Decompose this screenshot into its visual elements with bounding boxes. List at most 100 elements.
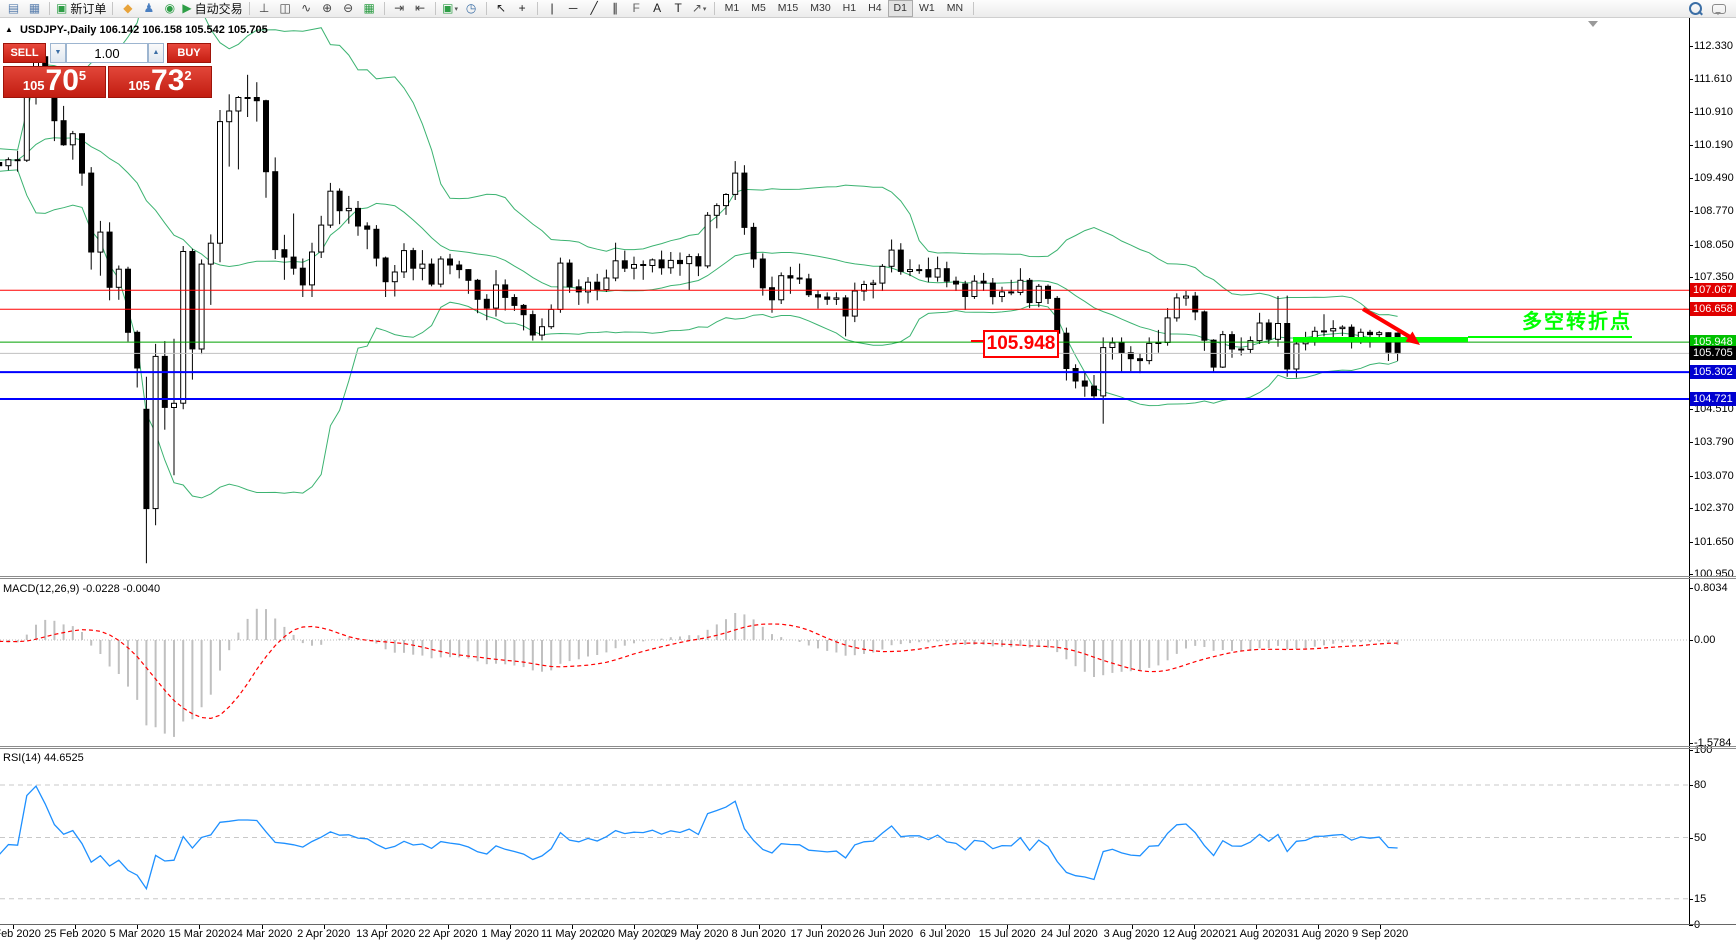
text-icon[interactable]: A xyxy=(647,0,668,17)
candle-bearish xyxy=(382,257,389,283)
macd-window-separator[interactable] xyxy=(0,576,1736,577)
chart-shift-icon[interactable]: ⇤ xyxy=(410,0,431,17)
candle-bearish xyxy=(815,294,821,298)
macd-axis-tickmark xyxy=(1689,742,1693,744)
candle-bearish xyxy=(575,286,582,293)
support-zone-segment[interactable] xyxy=(1293,337,1468,342)
y-axis-tick: 108.050 xyxy=(1694,238,1734,251)
zoom-in-icon: ⊕ xyxy=(322,1,333,15)
candle-bullish xyxy=(1247,340,1254,350)
candlestick-chart-icon[interactable]: ◫ xyxy=(275,0,296,17)
y-axis-tickmark xyxy=(1689,46,1693,47)
horizontal-line-icon: ─ xyxy=(568,1,578,15)
timeframe-mn[interactable]: MN xyxy=(946,2,964,14)
expert-advisor-icon[interactable]: ♟ xyxy=(138,0,159,17)
clock-icon[interactable]: ◷ xyxy=(461,0,482,17)
date-label: 13 Apr 2020 xyxy=(356,928,416,940)
candle-bearish xyxy=(1045,285,1051,299)
candle-bearish xyxy=(299,267,306,286)
time-axis-tickmark xyxy=(882,925,884,929)
arrows-icon[interactable]: ↗ ▾ xyxy=(689,0,710,17)
rsi-axis-tick: 0 xyxy=(1694,919,1701,931)
dropdown-arrow-icon: ▾ xyxy=(702,5,707,13)
auto-trading-icon[interactable]: ▶ 自动交易 xyxy=(180,0,244,17)
buy-price-button[interactable]: 105 73 2 xyxy=(108,66,212,98)
rsi-window-separator[interactable] xyxy=(0,746,1736,747)
y-axis-tickmark xyxy=(1689,111,1693,113)
chat-icon[interactable] xyxy=(1712,3,1726,15)
time-axis-tickmark xyxy=(385,925,387,929)
tile-windows-icon[interactable]: ▦ xyxy=(359,0,380,17)
time-axis-tickmark xyxy=(323,925,325,929)
chart-title: ▲ USDJPY-,Daily 106.142 106.158 105.542 … xyxy=(5,24,268,36)
candle-bearish xyxy=(355,207,361,227)
line-chart-icon: ∿ xyxy=(301,1,312,15)
fibonacci-icon: F xyxy=(632,1,640,15)
date-label: 6 Feb 2020 xyxy=(0,928,41,940)
buy-button[interactable]: BUY xyxy=(167,43,211,63)
timeframe-h4[interactable]: H4 xyxy=(868,2,882,14)
panel-collapse-icon[interactable]: ▲ xyxy=(5,25,13,34)
candle-bullish xyxy=(548,309,555,328)
signals-icon[interactable]: ◉ xyxy=(159,0,180,17)
volume-input[interactable] xyxy=(66,43,148,63)
timeframe-m1[interactable]: M1 xyxy=(724,2,740,14)
trendline-icon[interactable]: ╱ xyxy=(584,0,605,17)
toolbar-right xyxy=(1689,2,1726,15)
sell-button[interactable]: SELL xyxy=(3,43,46,63)
candle-bearish xyxy=(640,264,647,266)
candle-bullish xyxy=(419,263,426,269)
timeframe-m15[interactable]: M15 xyxy=(777,2,799,14)
crosshair-icon[interactable]: + xyxy=(512,0,533,17)
candlestick-chart-icon: ◫ xyxy=(279,1,291,15)
fibonacci-icon[interactable]: F xyxy=(626,0,647,17)
horizontal-line-icon[interactable]: ─ xyxy=(563,0,584,17)
timeframe-m30[interactable]: M30 xyxy=(810,2,831,14)
data-window-icon[interactable]: ▦ xyxy=(24,0,45,17)
chart-shift-marker[interactable] xyxy=(1588,21,1598,27)
down-arrow-line[interactable] xyxy=(1361,307,1412,339)
cursor-icon[interactable]: ↖ xyxy=(491,0,512,17)
macd-axis-tick: 0.8034 xyxy=(1694,581,1728,594)
timeframe-m5[interactable]: M5 xyxy=(751,2,766,14)
candle-bearish xyxy=(60,120,67,146)
timeframe-h1[interactable]: H1 xyxy=(842,2,857,14)
candle-bullish xyxy=(437,258,444,285)
macd-axis-tick: -1.5784 xyxy=(1694,736,1732,749)
candle-bullish xyxy=(713,205,720,216)
timeframe-d1[interactable]: D1 xyxy=(887,0,913,17)
candle-bearish xyxy=(695,256,702,267)
date-label: 15 Mar 2020 xyxy=(168,928,231,940)
timeframe-w1[interactable]: W1 xyxy=(918,2,935,14)
bar-chart-icon[interactable]: ⊥ xyxy=(254,0,275,17)
line-chart-icon[interactable]: ∿ xyxy=(296,0,317,17)
sell-price-button[interactable]: 105 70 5 xyxy=(3,66,106,98)
date-label: 15 Jul 2020 xyxy=(978,928,1036,940)
zoom-in-icon[interactable]: ⊕ xyxy=(317,0,338,17)
toolbar-groups: ▤ ▦ ▣ 新订单 ◆ ♟ ◉ ▶ 自动交易 ⊥ ◫ ∿ ⊕ ⊖ ▦ ⇥ ⇤ ▣ ▾ ◷ ↖ + | ─ ╱ ∥ F A T ↗ ▾ xyxy=(3,0,719,17)
time-axis-tickmark xyxy=(137,925,139,929)
new-order-icon[interactable]: ▣ 新订单 xyxy=(54,0,108,17)
label-icon[interactable]: T xyxy=(668,0,689,17)
candle-bullish xyxy=(1173,297,1180,319)
search-icon[interactable] xyxy=(1689,2,1702,15)
vertical-line-icon[interactable]: | xyxy=(542,0,563,17)
volume-decrease-button[interactable]: ▼ xyxy=(50,43,66,63)
auto-scroll-icon[interactable]: ⇥ xyxy=(389,0,410,17)
candle-bullish xyxy=(585,281,591,293)
date-label: 22 Apr 2020 xyxy=(418,928,478,940)
candle-bullish xyxy=(934,268,941,278)
candle-bullish xyxy=(235,97,242,112)
candle-bullish xyxy=(401,250,407,273)
channel-icon[interactable]: ∥ xyxy=(605,0,626,17)
y-axis-tick: 112.330 xyxy=(1694,40,1733,52)
zoom-out-icon[interactable]: ⊖ xyxy=(338,0,359,17)
key-level-price-annotation[interactable]: 105.948 xyxy=(983,330,1059,358)
highlighter-icon[interactable]: ◆ xyxy=(117,0,138,17)
candle-bearish xyxy=(1008,291,1015,294)
chart-window-icon[interactable]: ▤ xyxy=(3,0,24,17)
volume-increase-button[interactable]: ▲ xyxy=(148,43,164,63)
turning-point-annotation[interactable]: 多空转折点 xyxy=(1468,311,1632,338)
new-chart-icon[interactable]: ▣ ▾ xyxy=(440,0,461,17)
